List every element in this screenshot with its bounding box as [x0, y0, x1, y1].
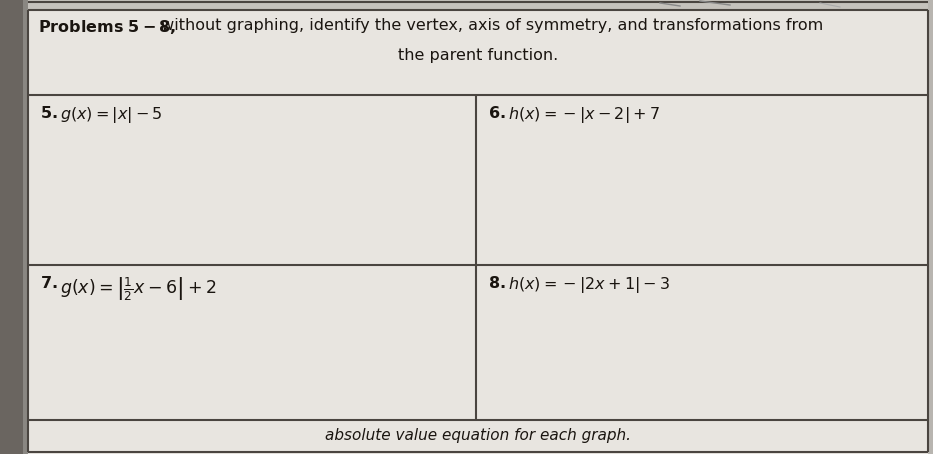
Text: without graphing, identify the vertex, axis of symmetry, and transformations fro: without graphing, identify the vertex, a…: [156, 18, 823, 33]
Text: $g(x) = |x| - 5$: $g(x) = |x| - 5$: [60, 105, 162, 125]
Text: $\bf{8.}$: $\bf{8.}$: [488, 275, 506, 291]
Text: $\bf{Problems\ 5-8,}$: $\bf{Problems\ 5-8,}$: [38, 18, 176, 36]
Text: the parent function.: the parent function.: [397, 48, 558, 63]
Bar: [28, 0, 928, 10]
Text: $\bf{5.}$: $\bf{5.}$: [40, 105, 58, 121]
Bar: [0, 0, 23, 454]
Text: $\bf{6.}$: $\bf{6.}$: [488, 105, 506, 121]
Text: absolute value equation for each graph.: absolute value equation for each graph.: [325, 428, 631, 443]
Text: $g(x) = \left|\frac{1}{2}x - 6\right| + 2$: $g(x) = \left|\frac{1}{2}x - 6\right| + …: [60, 275, 216, 303]
Text: $\bf{7.}$: $\bf{7.}$: [40, 275, 58, 291]
Bar: [0, 0, 28, 454]
Text: $h(x) = -|2x + 1| - 3$: $h(x) = -|2x + 1| - 3$: [508, 275, 670, 295]
Text: $h(x) = -|x - 2| + 7$: $h(x) = -|x - 2| + 7$: [508, 105, 660, 125]
